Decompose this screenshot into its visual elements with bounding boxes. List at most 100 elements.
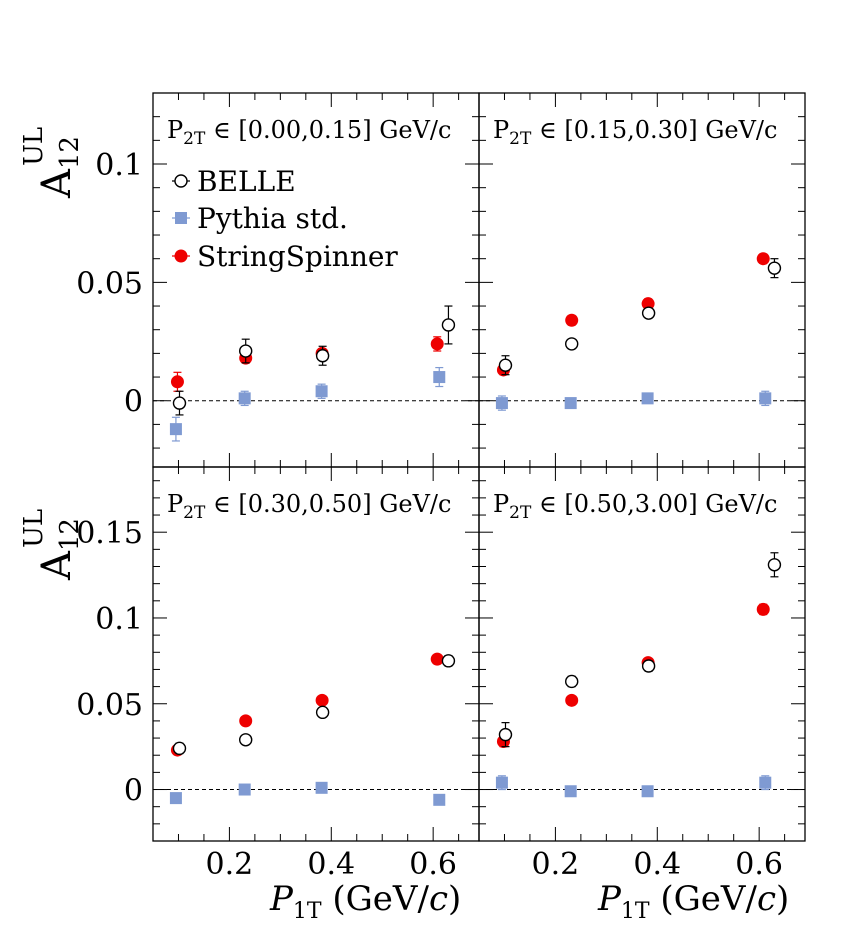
panel-frame bbox=[478, 466, 806, 842]
marker bbox=[564, 785, 577, 798]
belle-point bbox=[565, 337, 579, 351]
marker bbox=[315, 693, 329, 707]
marker bbox=[239, 344, 253, 358]
marker bbox=[169, 792, 182, 805]
marker bbox=[641, 297, 655, 311]
stringspinner-point bbox=[756, 252, 770, 266]
legend-marker bbox=[175, 212, 187, 224]
panel-label: P2T ∈ [0.00,0.15] GeV/c bbox=[167, 116, 451, 149]
x-tick-label: 0.4 bbox=[307, 847, 355, 882]
marker bbox=[172, 741, 187, 756]
belle-point bbox=[498, 722, 513, 748]
belle-point bbox=[441, 654, 456, 668]
pythia-point bbox=[169, 792, 182, 805]
marker bbox=[238, 392, 251, 405]
pythia-point bbox=[759, 775, 772, 791]
pythia-point bbox=[641, 785, 654, 798]
marker bbox=[565, 337, 579, 351]
panel-2: P2T ∈ [0.15,0.30] GeV/c bbox=[478, 92, 806, 468]
marker bbox=[641, 306, 656, 320]
panel-3: 0 0.05 0.1 0.15 P2T ∈ [0.30,0.50] GeV/c bbox=[76, 466, 480, 842]
panel-frame bbox=[478, 92, 806, 468]
pythia-point bbox=[433, 793, 446, 806]
belle-point bbox=[172, 741, 187, 756]
y-tick-label: 0.1 bbox=[95, 148, 143, 183]
belle-point bbox=[767, 258, 782, 279]
x-tick-label: 0.4 bbox=[633, 847, 681, 882]
panel-1: 0 0.05 0.1 P2T ∈ [0.00,0.15] GeV/c bbox=[76, 92, 480, 468]
stringspinner-point bbox=[756, 602, 770, 616]
marker bbox=[641, 659, 656, 673]
pythia-point bbox=[238, 783, 251, 796]
marker bbox=[495, 397, 508, 410]
marker bbox=[565, 313, 579, 327]
marker bbox=[565, 674, 579, 689]
legend: BELLE Pythia std. StringSpinner bbox=[172, 165, 398, 273]
marker bbox=[169, 423, 182, 436]
pythia-point bbox=[495, 775, 508, 791]
stringspinner-point bbox=[315, 693, 329, 707]
belle-point bbox=[441, 305, 456, 345]
marker bbox=[433, 793, 446, 806]
x-tick-label: 0.6 bbox=[409, 847, 457, 882]
marker bbox=[756, 252, 770, 266]
x-tick-label: 0.6 bbox=[735, 847, 783, 882]
panel-4: P2T ∈ [0.50,3.00] GeV/c bbox=[478, 466, 806, 842]
legend-item-stringspinner: StringSpinner bbox=[172, 240, 398, 273]
belle-point bbox=[172, 390, 187, 416]
legend-label: StringSpinner bbox=[197, 240, 398, 273]
panel-label: P2T ∈ [0.15,0.30] GeV/c bbox=[493, 116, 777, 149]
marker bbox=[495, 776, 508, 789]
marker bbox=[430, 652, 444, 666]
x-axis-title: P1T (GeV/c) bbox=[269, 879, 461, 924]
belle-point bbox=[565, 674, 579, 689]
legend-label: Pythia std. bbox=[197, 202, 348, 235]
marker bbox=[564, 397, 577, 410]
x-axis-title: P1T (GeV/c) bbox=[597, 879, 789, 924]
marker bbox=[756, 602, 770, 616]
belle-point bbox=[498, 355, 513, 376]
panel-label: P2T ∈ [0.50,3.00] GeV/c bbox=[493, 490, 777, 523]
marker bbox=[498, 358, 513, 372]
marker bbox=[767, 261, 782, 275]
pythia-point bbox=[315, 781, 328, 794]
marker bbox=[441, 654, 456, 668]
pythia-point bbox=[564, 397, 577, 410]
y-tick-label: 0.15 bbox=[76, 516, 143, 551]
belle-point bbox=[767, 552, 782, 578]
belle-point bbox=[239, 338, 253, 364]
stringspinner-point bbox=[239, 714, 253, 728]
marker bbox=[565, 693, 579, 707]
marker bbox=[641, 392, 654, 405]
panel-label: P2T ∈ [0.30,0.50] GeV/c bbox=[167, 490, 451, 523]
pythia-point bbox=[564, 785, 577, 798]
marker bbox=[315, 705, 330, 720]
y-axis-title: A12UL bbox=[19, 127, 85, 199]
marker bbox=[172, 396, 187, 410]
marker bbox=[759, 776, 772, 789]
y-tick-label: 0 bbox=[124, 774, 143, 809]
belle-point bbox=[315, 345, 330, 366]
belle-point bbox=[641, 659, 656, 673]
marker bbox=[641, 785, 654, 798]
legend-marker bbox=[174, 174, 188, 188]
marker bbox=[315, 781, 328, 794]
belle-point bbox=[239, 733, 253, 747]
pythia-point bbox=[315, 383, 328, 399]
pythia-point bbox=[169, 416, 182, 442]
marker bbox=[239, 714, 253, 728]
pythia-point bbox=[641, 392, 654, 405]
belle-point bbox=[315, 705, 330, 720]
legend-marker bbox=[174, 249, 188, 263]
legend-item-belle: BELLE bbox=[172, 165, 296, 198]
belle-point bbox=[641, 306, 656, 320]
marker bbox=[498, 727, 513, 742]
pythia-point bbox=[495, 395, 508, 411]
pythia-point bbox=[238, 390, 251, 407]
marker bbox=[433, 371, 446, 384]
marker bbox=[759, 392, 772, 405]
marker bbox=[315, 385, 328, 398]
y-tick-label: 0.05 bbox=[76, 266, 143, 301]
marker bbox=[239, 733, 253, 747]
